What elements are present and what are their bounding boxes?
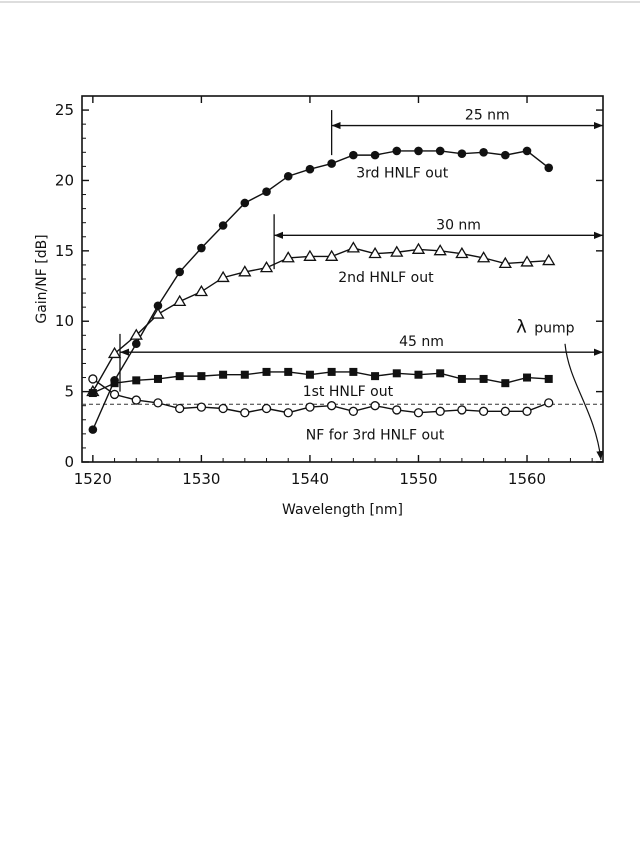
data-point-s0-10 [306, 165, 315, 174]
y-tick-label-15: 15 [55, 242, 74, 260]
label-2nd-hnlf: 2nd HNLF out [338, 270, 434, 286]
data-point-s0-4 [175, 268, 184, 277]
data-point-s3-13 [371, 402, 379, 410]
data-point-s0-13 [371, 151, 380, 160]
data-point-s3-20 [523, 407, 531, 415]
data-point-s0-5 [197, 244, 206, 253]
data-point-s3-18 [480, 407, 488, 415]
label-nf-3rd-hnlf: NF for 3rd HNLF out [306, 427, 445, 443]
x-tick-label-1520: 1520 [74, 470, 112, 488]
y-tick-label-20: 20 [55, 171, 74, 189]
data-point-s0-7 [241, 199, 250, 208]
data-point-s2-15 [414, 371, 422, 379]
data-point-s3-1 [111, 390, 119, 398]
label-1st-hnlf: 1st HNLF out [303, 384, 394, 400]
data-point-s0-14 [392, 147, 401, 156]
data-point-s2-5 [197, 372, 205, 380]
pump-label: λ pump [516, 316, 575, 337]
data-point-s3-17 [458, 406, 466, 414]
data-point-s3-19 [501, 407, 509, 415]
label-3rd-hnlf: 3rd HNLF out [356, 166, 448, 182]
data-point-s2-7 [241, 371, 249, 379]
data-point-s3-6 [219, 405, 227, 413]
data-point-s0-2 [132, 339, 141, 348]
data-point-s3-21 [545, 399, 553, 407]
data-point-s2-16 [436, 369, 444, 377]
data-point-s3-2 [132, 396, 140, 404]
data-point-s0-18 [479, 148, 488, 157]
data-point-s0-9 [284, 172, 293, 181]
data-point-s0-17 [458, 149, 467, 158]
data-point-s3-8 [263, 405, 271, 413]
data-point-s2-19 [501, 379, 509, 387]
span-label-30nm: 30 nm [436, 217, 481, 233]
y-tick-label-25: 25 [55, 101, 74, 119]
data-point-s2-21 [545, 375, 553, 383]
data-point-s3-16 [436, 407, 444, 415]
data-point-s2-8 [263, 368, 271, 376]
data-point-s3-5 [197, 403, 205, 411]
data-point-s0-16 [436, 147, 445, 156]
span-label-45nm: 45 nm [399, 334, 444, 350]
data-point-s0-19 [501, 151, 510, 160]
pump-text: pump [534, 320, 574, 336]
x-tick-label-1560: 1560 [508, 470, 546, 488]
data-point-s2-0 [89, 389, 97, 397]
data-point-s2-17 [458, 375, 466, 383]
data-point-s0-0 [89, 425, 98, 434]
data-point-s2-12 [349, 368, 357, 376]
y-tick-label-0: 0 [64, 453, 74, 471]
data-point-s3-15 [414, 409, 422, 417]
data-point-s3-10 [306, 403, 314, 411]
x-axis-title: Wavelength [nm] [282, 502, 403, 518]
data-point-s2-10 [306, 371, 314, 379]
data-point-s0-11 [327, 159, 336, 168]
data-point-s0-8 [262, 187, 271, 196]
data-point-s3-14 [393, 406, 401, 414]
data-point-s2-4 [176, 372, 184, 380]
x-tick-label-1530: 1530 [182, 470, 220, 488]
data-point-s0-20 [523, 147, 532, 156]
data-point-s2-11 [328, 368, 336, 376]
data-point-s3-9 [284, 409, 292, 417]
x-tick-label-1550: 1550 [399, 470, 437, 488]
data-point-s3-4 [176, 405, 184, 413]
data-point-s2-1 [111, 379, 119, 387]
data-point-s0-12 [349, 151, 358, 160]
data-point-s2-3 [154, 375, 162, 383]
data-point-s0-21 [544, 163, 553, 172]
data-point-s3-12 [349, 407, 357, 415]
data-point-s2-14 [393, 369, 401, 377]
data-point-s2-2 [132, 376, 140, 384]
data-point-s3-7 [241, 409, 249, 417]
data-point-s2-20 [523, 374, 531, 382]
y-axis-title: Gain/NF [dB] [34, 234, 50, 323]
y-tick-label-10: 10 [55, 312, 74, 330]
span-label-25nm: 25 nm [465, 108, 510, 124]
data-point-s3-3 [154, 399, 162, 407]
data-point-s2-9 [284, 368, 292, 376]
data-point-s0-15 [414, 147, 423, 156]
data-point-s2-6 [219, 371, 227, 379]
data-point-s0-6 [219, 221, 228, 230]
y-tick-label-5: 5 [64, 383, 74, 401]
data-point-s2-18 [480, 375, 488, 383]
data-point-s3-0 [89, 375, 97, 383]
data-point-s3-11 [328, 402, 336, 410]
data-point-s2-13 [371, 372, 379, 380]
x-tick-label-1540: 1540 [291, 470, 329, 488]
pump-lambda-symbol: λ [516, 316, 527, 337]
